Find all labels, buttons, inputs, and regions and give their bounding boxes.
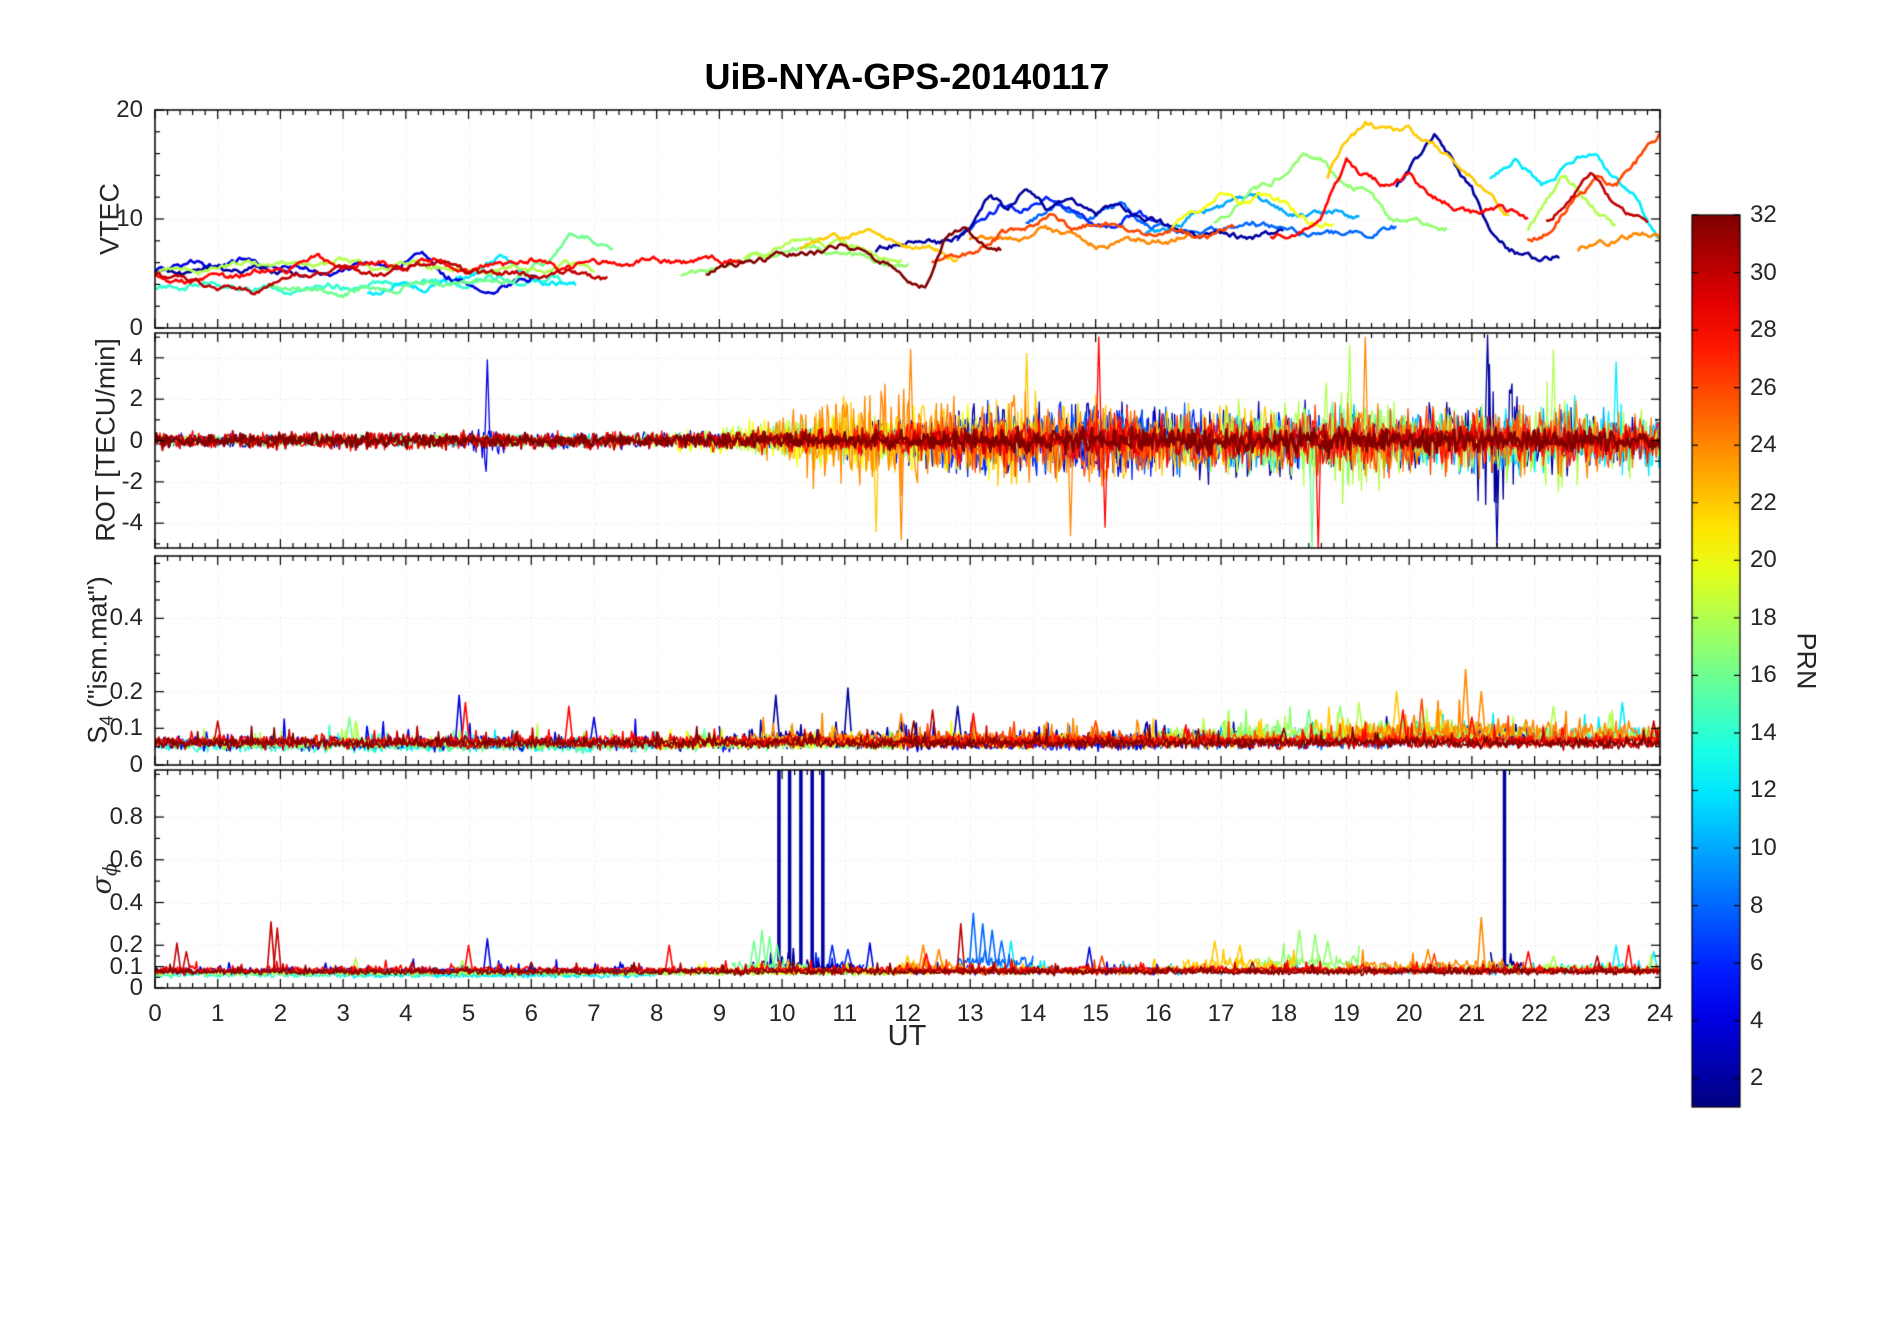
colorbar-tick-label: 10: [1750, 834, 1777, 862]
colorbar-tick-label: 32: [1750, 201, 1777, 228]
colorbar-tick-label: 4: [1750, 1006, 1764, 1034]
x-tick-label: 9: [712, 1000, 727, 1027]
colorbar-tick-label: 6: [1750, 949, 1764, 977]
x-tick-label: 13: [956, 1000, 984, 1027]
y-tick-label: 0: [129, 426, 143, 454]
x-tick-label: 2: [273, 1000, 288, 1027]
y-tick-label: 0.8: [109, 803, 143, 831]
y-tick-label: 0.2: [109, 677, 143, 705]
colorbar-label: PRN: [1791, 632, 1822, 690]
x-tick-label: 19: [1333, 1000, 1360, 1027]
x-tick-label: 15: [1082, 1000, 1109, 1027]
colorbar-tick-label: 14: [1750, 718, 1777, 746]
y-tick-label: -4: [121, 509, 143, 537]
y-tick-label: 0: [129, 974, 143, 1001]
y-tick-label: 20: [116, 96, 143, 123]
colorbar-tick-label: 22: [1750, 488, 1777, 516]
y-tick-label: 0: [129, 751, 143, 778]
y-tick-label: 4: [129, 343, 143, 371]
ylabel-rot: ROT [TECU/min]: [90, 338, 121, 542]
x-tick-label: 20: [1395, 1000, 1423, 1027]
y-tick-label: 2: [129, 385, 143, 413]
x-tick-label: 21: [1458, 1000, 1486, 1027]
y-tick-label: 0.2: [109, 931, 143, 959]
x-tick-label: 11: [832, 1000, 858, 1027]
colorbar-tick-label: 30: [1750, 258, 1777, 286]
x-tick-label: 4: [399, 1000, 413, 1027]
ylabel-s4-main: S: [82, 725, 113, 744]
x-tick-label: 1: [211, 1000, 225, 1027]
y-tick-label: 0.4: [109, 604, 143, 632]
colorbar-tick-label: 18: [1750, 603, 1777, 631]
x-tick-label: 12: [894, 1000, 921, 1027]
y-tick-label: 0.1: [109, 952, 143, 980]
y-tick-label: 0.1: [109, 714, 143, 742]
y-tick-label: 0.6: [109, 845, 143, 873]
x-tick-label: 24: [1646, 1000, 1674, 1027]
y-tick-label: 10: [116, 205, 143, 232]
x-tick-label: 14: [1019, 1000, 1047, 1027]
x-tick-label: 6: [524, 1000, 538, 1027]
x-tick-label: 17: [1207, 1000, 1235, 1027]
x-tick-label: 5: [461, 1000, 476, 1027]
xlabel-ut: UT: [887, 1020, 927, 1052]
colorbar-tick-label: 26: [1750, 373, 1777, 401]
x-tick-label: 16: [1144, 1000, 1172, 1027]
colorbar-tick-label: 28: [1750, 316, 1777, 344]
colorbar-tick-label: 24: [1750, 431, 1777, 459]
colorbar-tick-label: 20: [1750, 546, 1777, 574]
y-tick-label: -2: [121, 467, 143, 495]
x-tick-label: 7: [587, 1000, 601, 1027]
colorbar-tick-label: 16: [1750, 661, 1777, 689]
colorbar-tick-label: 8: [1750, 891, 1764, 919]
chart-title: UiB-NYA-GPS-20140117: [704, 56, 1110, 97]
y-tick-label: 0.4: [109, 888, 143, 916]
colorbar-tick-label: 12: [1750, 776, 1777, 804]
colorbar-tick-label: 2: [1750, 1064, 1764, 1092]
x-tick-label: 0: [148, 1000, 162, 1027]
x-tick-label: 3: [336, 1000, 350, 1027]
y-tick-label: 0: [129, 314, 143, 341]
x-tick-label: 23: [1583, 1000, 1611, 1027]
x-tick-label: 22: [1521, 1000, 1548, 1027]
x-tick-label: 10: [768, 1000, 796, 1027]
x-tick-label: 8: [649, 1000, 664, 1027]
ylabel-s4-suffix: ("ism.mat"): [82, 576, 113, 716]
x-tick-label: 18: [1270, 1000, 1298, 1027]
